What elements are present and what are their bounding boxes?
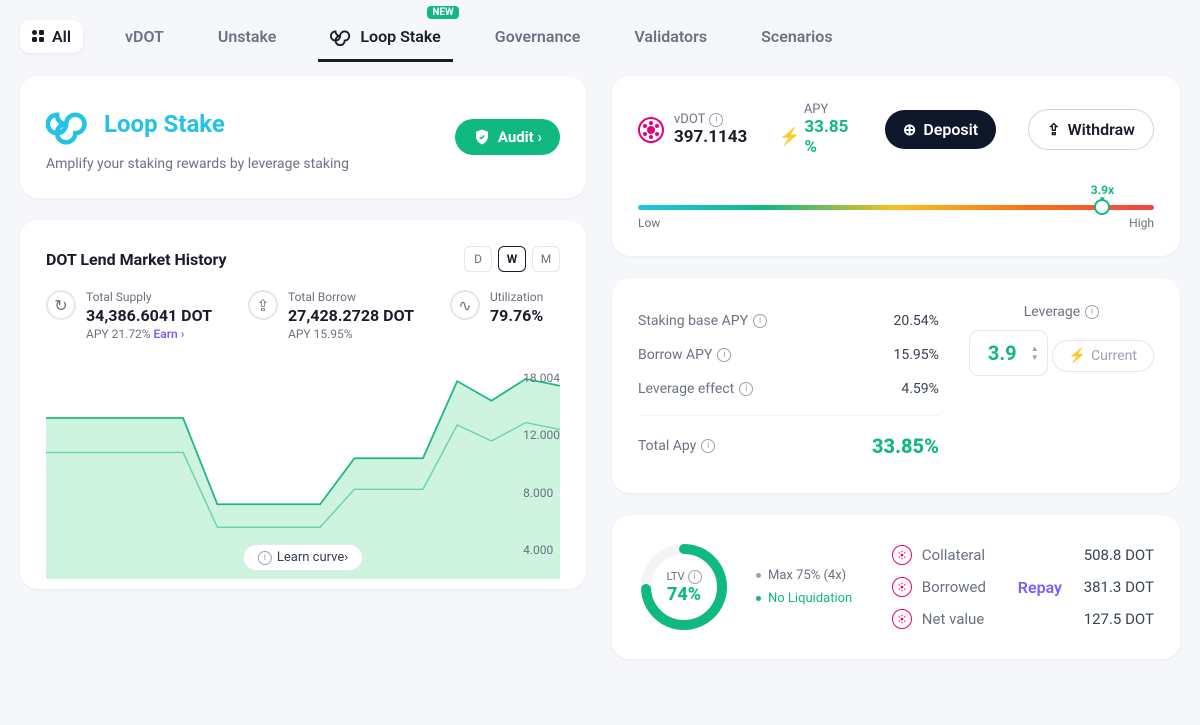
tab-all[interactable]: All (20, 20, 83, 53)
deposit-card: vDOT i 397.1143 APY ⚡33.85 % ⊕ Deposit ⇪… (612, 76, 1180, 256)
lightning-icon: ⚡ (1069, 348, 1086, 364)
ltv-max: Max 75% (4x) (756, 568, 852, 583)
history-title: DOT Lend Market History (46, 250, 227, 269)
info-icon: i (717, 348, 731, 362)
info-icon: i (753, 314, 767, 328)
info-icon: i (1085, 305, 1099, 319)
dot-icon (892, 609, 912, 629)
deposit-button[interactable]: ⊕ Deposit (885, 110, 996, 149)
leverage-slider[interactable]: 3.9x LowHigh (638, 185, 1154, 230)
leverage-stepper[interactable]: 3.9 ▲▼ (969, 330, 1048, 376)
info-icon: i (739, 382, 753, 396)
hero-title: Loop Stake (104, 110, 225, 138)
period-m[interactable]: M (532, 246, 560, 272)
position-collateral: Collateral 508.8 DOT (892, 545, 1154, 565)
tab-governance[interactable]: Governance (483, 20, 593, 53)
upload-icon: ⇪ (1047, 120, 1060, 139)
withdraw-button[interactable]: ⇪ Withdraw (1028, 109, 1154, 150)
loop-stake-icon (46, 102, 90, 146)
shield-check-icon (473, 128, 491, 146)
position-net: Net value 127.5 DOT (892, 609, 1154, 629)
tab-scenarios[interactable]: Scenarios (749, 20, 844, 53)
lightning-icon: ⚡ (779, 127, 800, 147)
download-icon: ⊕ (903, 120, 916, 139)
ltv-percent: 74% (667, 584, 701, 605)
hero-subtitle: Amplify your staking rewards by leverage… (46, 156, 349, 172)
learn-curve-button[interactable]: i Learn curve› (243, 544, 363, 571)
info-icon: i (688, 570, 702, 584)
vdot-icon (638, 117, 664, 143)
tab-validators[interactable]: Validators (622, 20, 719, 53)
ltv-card: LTVi 74% Max 75% (4x) No Liquidation Col… (612, 515, 1180, 659)
loop-stake-hero-card: Loop Stake Amplify your staking rewards … (20, 76, 586, 198)
total-supply-stat: ↻ Total Supply 34,386.6041 DOT APY 21.72… (46, 290, 226, 341)
upload-icon: ⇪ (248, 290, 278, 320)
slider-thumb[interactable] (1094, 199, 1110, 215)
ltv-ring: LTVi 74% (638, 541, 730, 633)
apy-breakdown-card: Staking base APYi20.54% Borrow APYi15.95… (612, 278, 1180, 493)
position-borrowed: Borrowed Repay 381.3 DOT (892, 577, 1154, 597)
info-icon: i (701, 439, 715, 453)
ltv-no-liquidation: No Liquidation (756, 591, 852, 606)
grid-icon (32, 30, 44, 42)
dot-icon (892, 577, 912, 597)
tabs-bar: All vDOT Unstake Loop Stake NEW Governan… (20, 18, 1180, 54)
info-icon: i (258, 551, 272, 565)
total-apy: 33.85% (872, 434, 939, 458)
tab-label: All (52, 27, 71, 46)
apy-value: ⚡33.85 % (779, 117, 853, 157)
period-selector: D W M (464, 246, 560, 272)
repay-link[interactable]: Repay (1018, 578, 1062, 597)
chevron-down-icon[interactable]: ▼ (1031, 353, 1039, 362)
dot-icon (892, 545, 912, 565)
refresh-icon: ↻ (46, 290, 76, 320)
chevron-up-icon[interactable]: ▲ (1031, 344, 1039, 353)
vdot-balance: 397.1143 (674, 127, 747, 147)
audit-button[interactable]: Audit › (455, 119, 560, 155)
current-button[interactable]: ⚡Current (1052, 340, 1154, 372)
history-chart: 18.004 12.000 8.000 4.000 i Learn curve› (46, 349, 560, 579)
tab-vdot[interactable]: vDOT (113, 20, 176, 53)
period-d[interactable]: D (464, 246, 492, 272)
utilization-stat: ∿ Utilization 79.76% (450, 290, 560, 341)
tab-unstake[interactable]: Unstake (206, 20, 289, 53)
earn-link[interactable]: Earn › (154, 327, 185, 341)
chart-y-ticks: 18.004 12.000 8.000 4.000 (523, 349, 560, 579)
period-w[interactable]: W (498, 246, 526, 272)
total-borrow-stat: ⇪ Total Borrow 27,428.2728 DOT APY 15.95… (248, 290, 428, 341)
loop-icon (330, 25, 352, 47)
info-icon: i (709, 113, 723, 127)
tab-loop-stake[interactable]: Loop Stake NEW (318, 18, 452, 54)
new-badge: NEW (427, 6, 458, 19)
market-history-card: DOT Lend Market History D W M ↻ Total Su… (20, 220, 586, 589)
wave-icon: ∿ (450, 290, 480, 320)
